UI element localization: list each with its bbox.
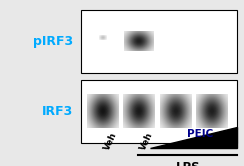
Text: IRF3: IRF3 [42, 105, 73, 118]
Text: LPS: LPS [176, 161, 200, 166]
Text: Veh: Veh [102, 130, 119, 152]
Polygon shape [150, 127, 237, 148]
Text: pIRF3: pIRF3 [33, 35, 73, 48]
Text: PEIC: PEIC [187, 129, 213, 139]
Text: Veh: Veh [139, 130, 155, 152]
Bar [81, 80, 237, 143]
Bar [81, 10, 237, 73]
